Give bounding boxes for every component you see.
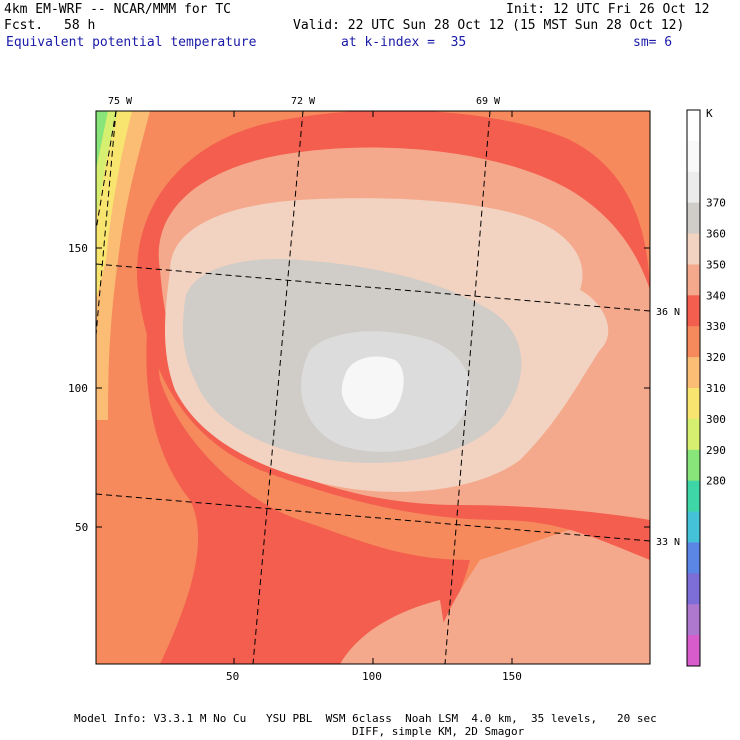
- axis-ticks: [96, 111, 650, 664]
- colorbar-label: 360: [706, 228, 726, 241]
- colorbar-swatch: [687, 604, 700, 636]
- colorbar-frame: [686, 109, 701, 667]
- init-time: Init: 12 UTC Fri 26 Oct 12: [506, 2, 710, 17]
- x-tick-150: 150: [502, 670, 522, 683]
- colorbar-label: 350: [706, 258, 726, 271]
- y-tick-150: 150: [68, 242, 88, 255]
- colorbar-label: 300: [706, 413, 726, 426]
- colorbar-swatch: [687, 511, 700, 543]
- colorbar-swatch: [687, 542, 700, 574]
- colorbar-label: 290: [706, 444, 726, 457]
- lat-label-33n: 33 N: [656, 537, 680, 548]
- x-tick-50: 50: [226, 670, 239, 683]
- y-tick-100: 100: [68, 382, 88, 395]
- colorbar-swatch: [687, 449, 700, 482]
- lon-label-72w: 72 W: [291, 96, 316, 107]
- colorbar-swatch: [687, 171, 700, 204]
- colorbar-label: 320: [706, 351, 726, 364]
- colorbar-swatch: [687, 635, 700, 667]
- colorbar: [686, 109, 701, 667]
- colorbar-label: 340: [706, 289, 726, 302]
- valid-time: Valid: 22 UTC Sun 28 Oct 12 (15 MST Sun …: [293, 18, 685, 33]
- smoothing-label: sm= 6: [633, 35, 673, 50]
- colorbar-swatch: [687, 326, 700, 358]
- field-name: Equivalent potential temperature: [6, 35, 257, 50]
- lon-label-75w: 75 W: [108, 96, 133, 107]
- colorbar-swatch: [687, 110, 700, 142]
- colorbar-swatch: [687, 573, 700, 605]
- colorbar-swatch: [687, 233, 700, 265]
- colorbar-label: 310: [706, 382, 726, 395]
- colorbar-swatch: [687, 388, 700, 420]
- colorbar-unit: K: [706, 107, 713, 120]
- colorbar-swatch: [687, 357, 700, 389]
- colorbar-label: 370: [706, 197, 726, 210]
- colorbar-swatch: [687, 480, 700, 513]
- colorbar-label: 330: [706, 320, 726, 333]
- model-info: Model Info: V3.3.1 M No Cu YSU PBL WSM 6…: [74, 712, 657, 725]
- graticule: [96, 111, 650, 664]
- colorbar-swatch: [687, 295, 700, 327]
- forecast-hour: 58 h: [64, 18, 96, 33]
- level-label: at k-index = 35: [341, 35, 467, 50]
- colorbar-swatch: [687, 202, 700, 235]
- lat-label-36n: 36 N: [656, 307, 680, 318]
- model-title: 4km EM-WRF -- NCAR/MMM for TC: [4, 2, 231, 17]
- model-info-2: DIFF, simple KM, 2D Smagor: [352, 725, 525, 738]
- colorbar-label: 280: [706, 475, 726, 488]
- colorbar-swatch: [687, 264, 700, 296]
- contour-fill: [96, 111, 650, 664]
- x-tick-100: 100: [362, 670, 382, 683]
- lon-label-69w: 69 W: [476, 96, 501, 107]
- colorbar-swatch: [687, 140, 700, 173]
- colorbar-swatch: [687, 418, 700, 451]
- forecast-label: Fcst.: [4, 18, 44, 33]
- y-tick-50: 50: [75, 521, 88, 534]
